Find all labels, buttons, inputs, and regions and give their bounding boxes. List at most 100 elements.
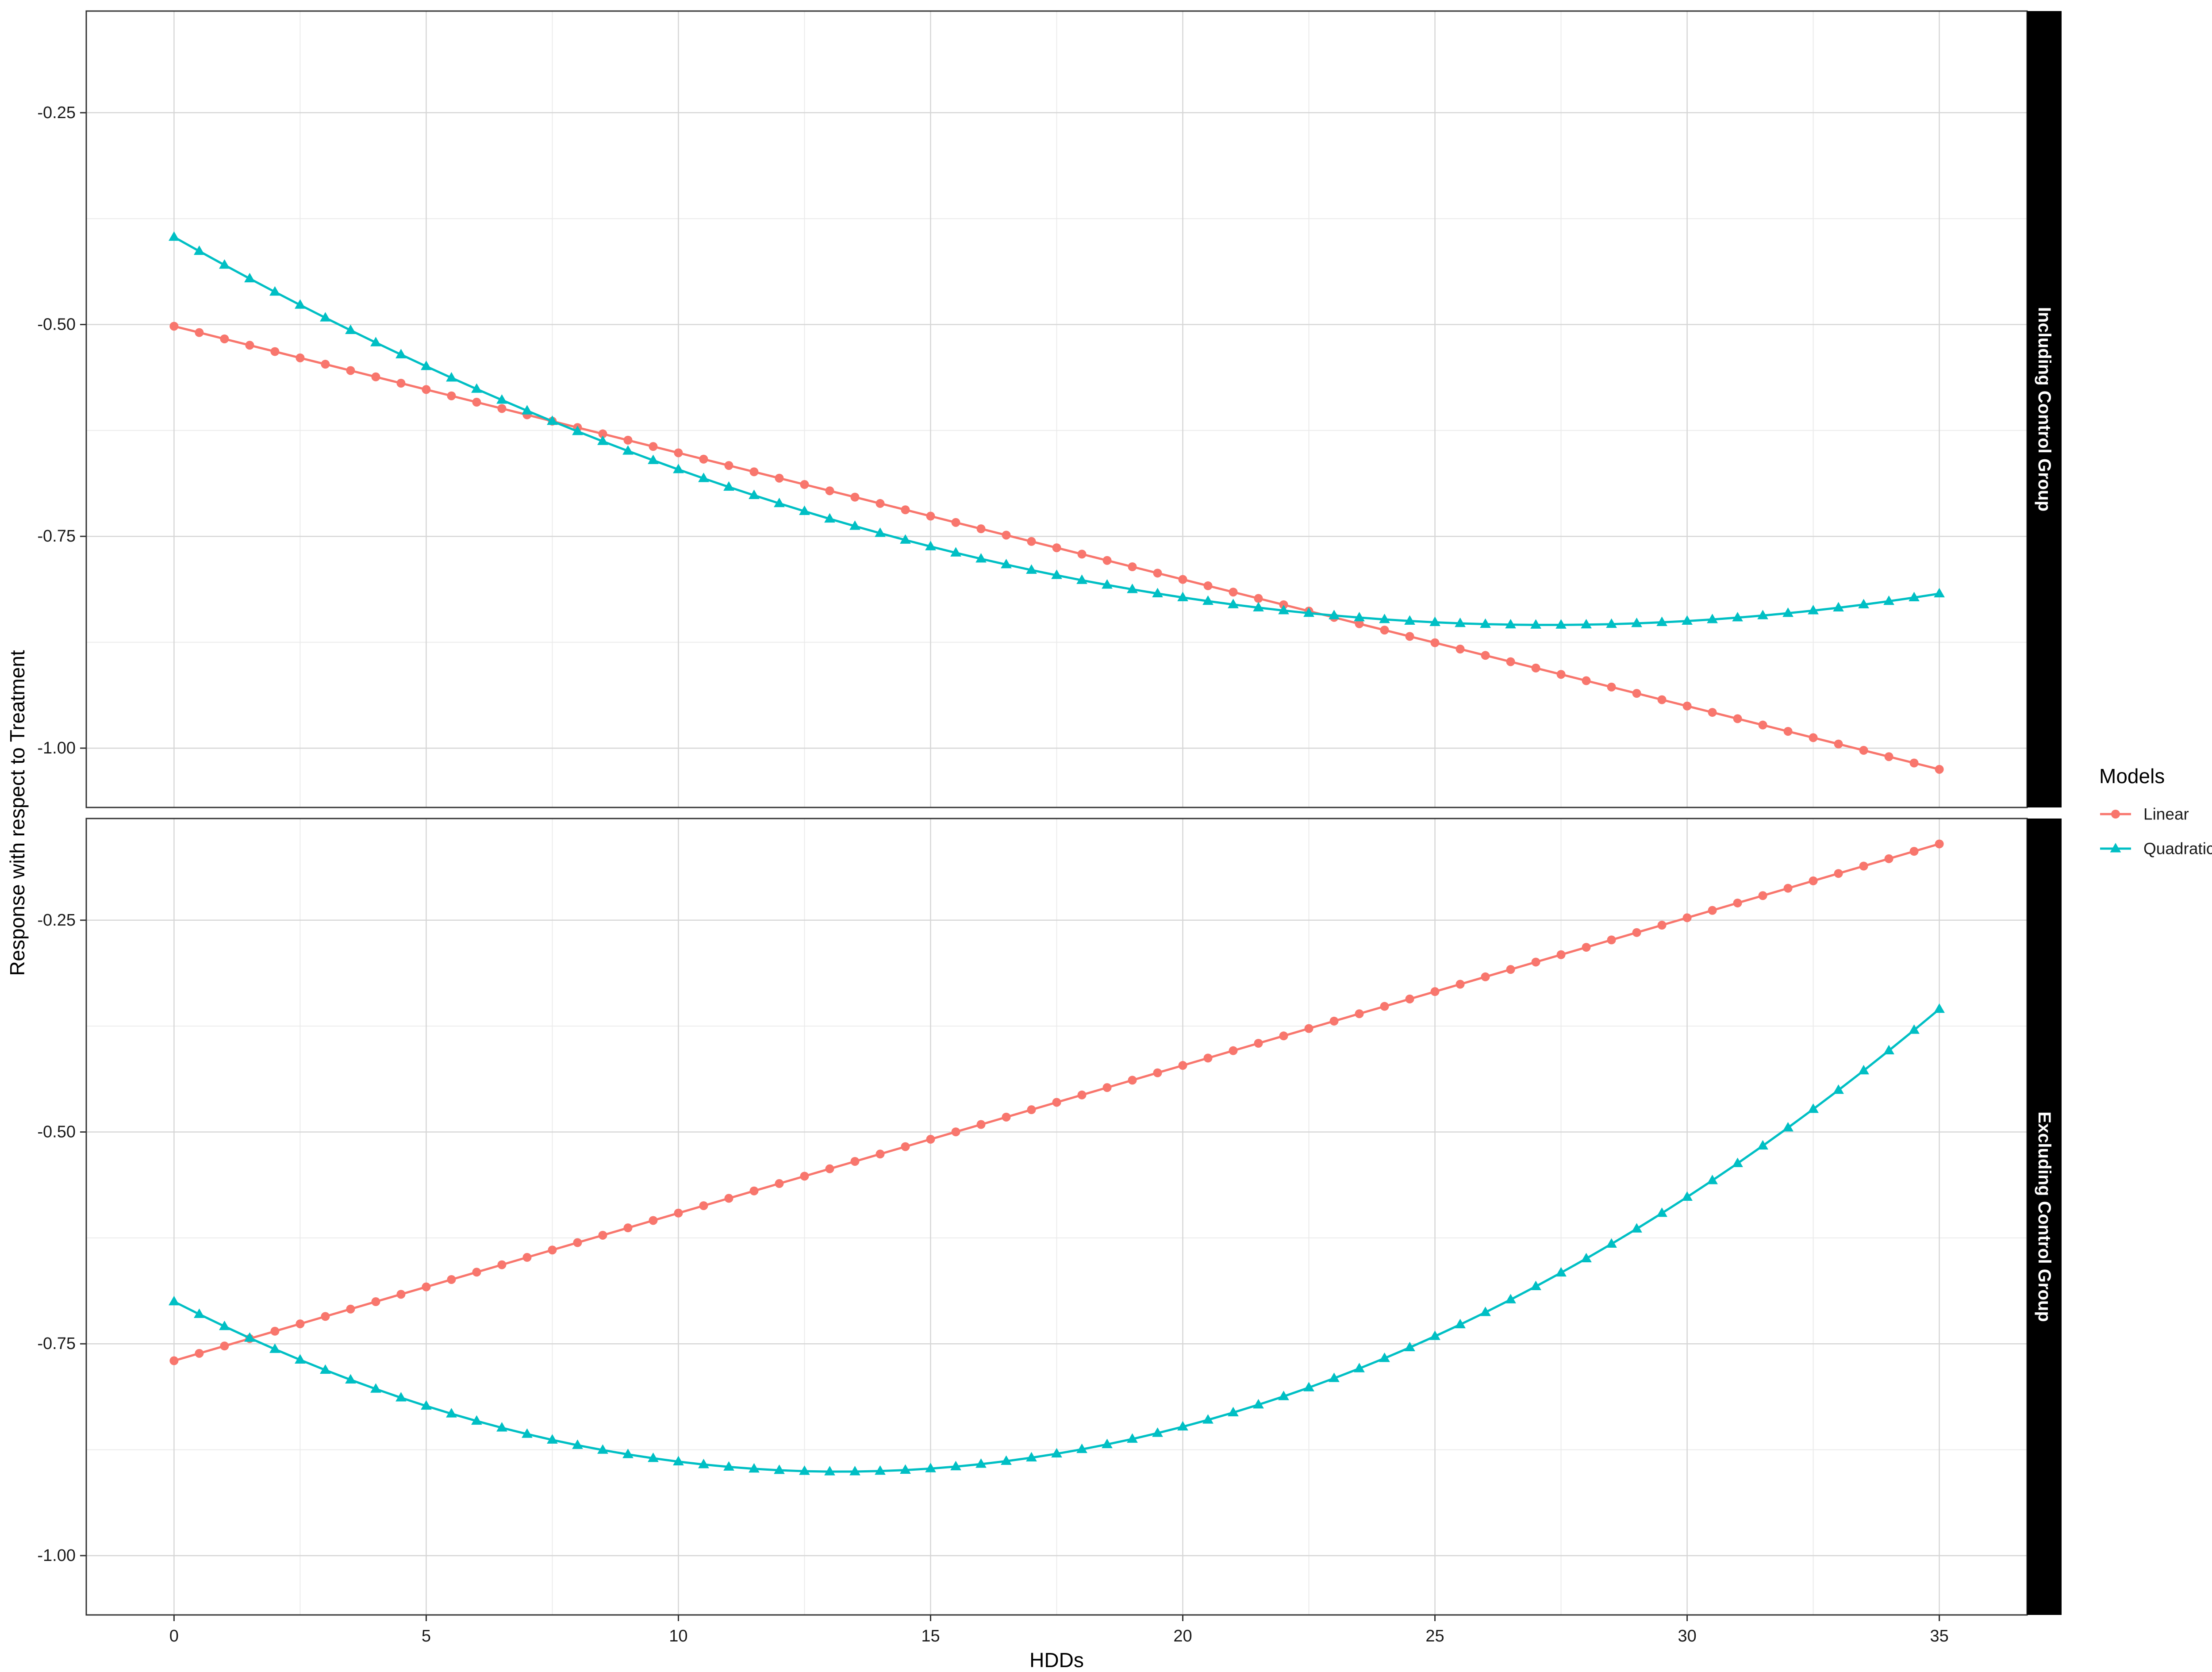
data-point bbox=[749, 1463, 760, 1473]
data-point bbox=[648, 454, 659, 464]
legend-key-marker bbox=[2110, 843, 2121, 853]
data-point bbox=[1455, 644, 1465, 653]
data-point bbox=[169, 231, 180, 241]
data-point bbox=[1934, 588, 1945, 598]
data-point bbox=[1859, 746, 1868, 755]
data-point bbox=[1531, 663, 1540, 673]
panel-including-control-group: Including Control Group -0.25-0.50-0.75-… bbox=[37, 10, 2062, 808]
data-point bbox=[850, 492, 860, 502]
panel-series bbox=[169, 231, 1945, 774]
data-point bbox=[774, 497, 785, 507]
data-point bbox=[799, 505, 810, 515]
data-point bbox=[195, 1349, 204, 1358]
data-point bbox=[900, 534, 911, 544]
data-point bbox=[1708, 708, 1717, 717]
y-tick-label: -0.75 bbox=[37, 1334, 76, 1353]
data-point bbox=[1253, 1399, 1264, 1409]
data-point bbox=[1229, 1046, 1238, 1055]
data-point bbox=[950, 547, 961, 557]
data-point bbox=[1707, 1175, 1718, 1184]
data-point bbox=[800, 480, 809, 489]
data-point bbox=[370, 1383, 381, 1393]
data-point bbox=[698, 473, 709, 482]
data-point bbox=[548, 1245, 557, 1255]
data-point bbox=[320, 312, 331, 322]
data-point bbox=[1051, 569, 1062, 579]
data-point bbox=[1657, 921, 1667, 930]
data-point bbox=[774, 1464, 785, 1474]
data-point bbox=[1682, 615, 1693, 625]
data-point bbox=[699, 1201, 708, 1211]
data-point bbox=[296, 1319, 305, 1329]
data-point bbox=[674, 1208, 683, 1218]
data-point bbox=[244, 273, 255, 283]
data-point bbox=[825, 486, 834, 496]
data-point bbox=[1303, 1382, 1314, 1391]
data-point bbox=[1555, 619, 1567, 629]
data-point bbox=[396, 1392, 407, 1402]
data-point bbox=[975, 553, 987, 563]
data-point bbox=[269, 1343, 280, 1353]
data-point bbox=[1733, 898, 1742, 907]
data-point bbox=[649, 1216, 658, 1225]
data-point bbox=[1834, 869, 1843, 878]
data-point bbox=[421, 1400, 432, 1410]
data-point bbox=[1002, 530, 1011, 540]
data-point bbox=[1203, 581, 1213, 590]
data-point bbox=[849, 1466, 860, 1476]
data-point bbox=[472, 1268, 481, 1277]
data-point bbox=[1026, 1452, 1037, 1462]
data-point bbox=[1582, 676, 1591, 685]
strip-label: Excluding Control Group bbox=[2035, 1111, 2054, 1322]
data-point bbox=[1757, 610, 1768, 619]
x-tick-label: 10 bbox=[669, 1627, 687, 1645]
data-point bbox=[346, 366, 355, 375]
data-point bbox=[673, 464, 684, 473]
x-axis-title: HDDs bbox=[1029, 1649, 1084, 1672]
data-point bbox=[1733, 714, 1742, 723]
data-point bbox=[1556, 670, 1566, 679]
data-point bbox=[1530, 619, 1541, 629]
y-axis-ticks: -0.25 -0.50 -0.75 -1.00 bbox=[37, 911, 86, 1565]
data-point bbox=[522, 1428, 533, 1438]
data-point bbox=[876, 1149, 885, 1159]
data-point bbox=[1833, 1084, 1844, 1094]
data-point bbox=[1304, 1024, 1313, 1033]
x-tick-label: 20 bbox=[1173, 1627, 1192, 1645]
data-point bbox=[295, 299, 306, 309]
data-point bbox=[1682, 701, 1692, 711]
data-point bbox=[471, 1415, 482, 1425]
data-point bbox=[1303, 607, 1314, 617]
data-point bbox=[824, 1466, 835, 1476]
data-point bbox=[1052, 1098, 1061, 1107]
x-tick-label: 5 bbox=[422, 1627, 431, 1645]
data-point bbox=[370, 337, 381, 346]
data-point bbox=[849, 520, 860, 530]
data-point bbox=[1380, 626, 1389, 635]
data-point bbox=[1809, 733, 1818, 742]
data-point bbox=[1808, 605, 1819, 615]
data-point bbox=[674, 448, 683, 457]
data-point bbox=[1935, 765, 1944, 774]
data-point bbox=[1153, 1068, 1162, 1077]
data-point bbox=[1051, 1448, 1062, 1458]
data-point bbox=[875, 527, 886, 537]
data-point bbox=[1429, 616, 1440, 626]
data-point bbox=[1481, 651, 1490, 660]
data-point bbox=[1177, 592, 1188, 601]
data-point bbox=[876, 499, 885, 508]
data-point bbox=[1102, 1083, 1112, 1092]
data-point bbox=[901, 505, 910, 515]
data-point bbox=[1455, 617, 1466, 627]
data-point bbox=[1758, 720, 1767, 730]
data-point bbox=[1430, 987, 1440, 996]
data-point bbox=[775, 473, 784, 483]
data-point bbox=[422, 1282, 431, 1291]
data-point bbox=[1355, 1009, 1364, 1019]
data-point bbox=[1329, 1372, 1340, 1382]
data-point bbox=[950, 1461, 961, 1471]
x-tick-label: 15 bbox=[921, 1627, 940, 1645]
series-linear bbox=[169, 322, 1944, 774]
data-point bbox=[1177, 1421, 1188, 1431]
legend-entry-quadratic: Quadratic bbox=[2100, 840, 2212, 858]
